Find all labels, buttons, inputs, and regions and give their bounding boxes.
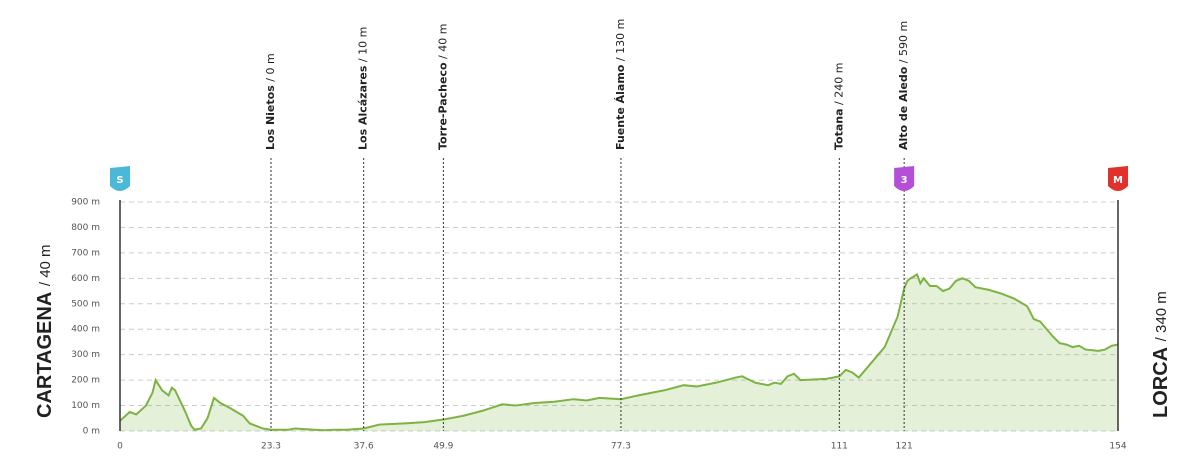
- marker-badge: [894, 166, 915, 191]
- line: [119, 273, 1119, 432]
- waypoint-name: Fuente Álamo: [614, 64, 627, 150]
- start-elevation: / 40 m: [37, 244, 54, 286]
- waypoint-label: Torre-Pacheco / 40 m: [436, 24, 449, 150]
- y-tick-label: 600 m: [71, 274, 100, 284]
- waypoint-elevation: / 590 m: [897, 21, 910, 63]
- y-tick-label: 300 m: [71, 350, 100, 360]
- x-tick-label: 77.3: [611, 442, 631, 452]
- marker-badge: [1108, 166, 1128, 191]
- waypoint-label: Totana / 240 m: [832, 63, 845, 150]
- y-tick-label: 100 m: [71, 401, 100, 411]
- x-tick-label: 111: [831, 442, 848, 452]
- waypoint-elevation: / 130 m: [614, 19, 627, 61]
- finish-elevation: / 340 m: [1153, 291, 1170, 341]
- start-label: CARTAGENA / 40 m: [34, 244, 56, 418]
- x-tick-label: 0: [117, 442, 123, 452]
- waypoint-elevation: / 240 m: [832, 63, 845, 105]
- marker-label: S: [116, 175, 123, 186]
- waypoint-elevation: / 10 m: [357, 27, 370, 62]
- x-tick-label: 37.6: [354, 442, 374, 452]
- waypoint-name: Totana: [832, 108, 845, 150]
- waypoint-name: Los Alcázares: [357, 65, 370, 150]
- x-tick-label: 49.9: [433, 442, 453, 452]
- finish-label: LORCA / 340 m: [1150, 291, 1172, 418]
- marker-label: 3: [901, 175, 908, 186]
- waypoint-elevation: / 40 m: [436, 24, 449, 59]
- y-tick-label: 700 m: [71, 248, 100, 258]
- waypoint-elevation: / 0 m: [264, 53, 277, 81]
- area: [120, 274, 1118, 431]
- x-tick-label: 23.3: [261, 442, 281, 452]
- finish-name: LORCA: [1150, 347, 1172, 418]
- y-tick-label: 200 m: [71, 376, 100, 386]
- marker-badge: [110, 166, 130, 191]
- waypoint-name: Alto de Aledo: [897, 66, 910, 150]
- waypoint-label: Los Nietos / 0 m: [264, 53, 277, 150]
- x-tick-label: 154: [1109, 442, 1126, 452]
- waypoint-label: Los Alcázares / 10 m: [357, 27, 370, 150]
- marker-label: M: [1113, 175, 1123, 186]
- x-tick-label: 121: [896, 442, 913, 452]
- y-tick-label: 0 m: [83, 427, 100, 437]
- waypoint-name: Torre-Pacheco: [436, 62, 449, 150]
- waypoint-label: Alto de Aledo / 590 m: [897, 21, 910, 150]
- start-name: CARTAGENA: [34, 292, 56, 418]
- waypoint-name: Los Nietos: [264, 85, 277, 150]
- y-tick-label: 800 m: [71, 223, 100, 233]
- y-tick-label: 400 m: [71, 325, 100, 335]
- y-tick-label: 900 m: [71, 198, 100, 208]
- y-tick-label: 500 m: [71, 299, 100, 309]
- waypoint-label: Fuente Álamo / 130 m: [614, 19, 627, 150]
